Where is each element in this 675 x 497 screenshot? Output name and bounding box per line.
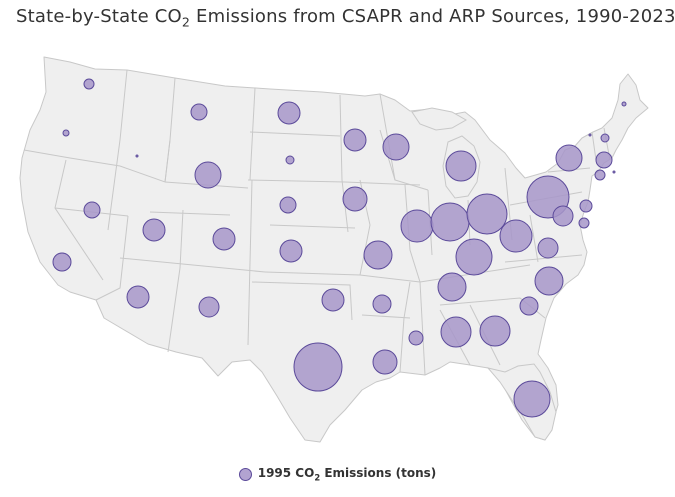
border-line	[591, 131, 597, 161]
bubble-ga[interactable]	[479, 315, 511, 347]
bubble-me[interactable]	[621, 101, 627, 107]
bubble-ct[interactable]	[594, 169, 606, 181]
bubble-id[interactable]	[135, 154, 139, 158]
bubble-nd[interactable]	[277, 101, 301, 125]
bubble-ms[interactable]	[408, 330, 424, 346]
bubble-wv[interactable]	[499, 219, 533, 253]
bubble-layer	[52, 78, 627, 418]
bubble-md[interactable]	[552, 205, 574, 227]
bubble-nm[interactable]	[198, 296, 220, 318]
border-line	[247, 179, 346, 183]
border-line	[247, 179, 253, 346]
border-line	[359, 274, 421, 283]
bubble-al[interactable]	[440, 316, 472, 348]
bubble-mt[interactable]	[190, 103, 208, 121]
legend-bubble-icon	[238, 467, 252, 481]
bubble-oh[interactable]	[466, 193, 508, 235]
bubble-va[interactable]	[537, 237, 559, 259]
bubble-sd[interactable]	[285, 155, 295, 165]
bubble-mn[interactable]	[343, 128, 367, 152]
bubble-la[interactable]	[372, 349, 398, 375]
border-line	[269, 224, 356, 229]
border-line	[167, 267, 181, 353]
border-line	[119, 257, 266, 273]
bubble-ia[interactable]	[342, 186, 368, 212]
map-area	[0, 40, 675, 460]
upper-michigan-outline	[411, 107, 468, 131]
bubble-vt[interactable]	[588, 133, 592, 137]
border-line	[379, 93, 429, 191]
border-line	[529, 214, 539, 263]
title-suffix: Emissions from CSAPR and ARP Sources, 19…	[190, 6, 675, 27]
bubble-ri[interactable]	[612, 170, 616, 174]
bubble-tn[interactable]	[437, 272, 467, 302]
border-line	[23, 149, 121, 167]
bubble-az[interactable]	[126, 285, 150, 309]
bubble-ok[interactable]	[321, 288, 345, 312]
us-map-svg	[19, 56, 649, 443]
title-prefix: State-by-State CO	[16, 6, 182, 27]
legend[interactable]: 1995 CO2 Emissions (tons)	[0, 464, 675, 484]
bubble-il[interactable]	[400, 209, 434, 243]
bubble-ca[interactable]	[52, 252, 72, 272]
border-line	[95, 215, 129, 301]
border-line	[149, 211, 231, 216]
border-line	[107, 69, 128, 231]
bubble-co[interactable]	[212, 227, 236, 251]
bubble-ar[interactable]	[372, 294, 392, 314]
legend-label: 1995 CO2 Emissions (tons)	[258, 466, 437, 482]
title-subscript: 2	[181, 14, 191, 30]
legend-subscript: 2	[314, 472, 321, 483]
bubble-wa[interactable]	[83, 78, 95, 90]
legend-suffix: Emissions (tons)	[320, 465, 437, 480]
border-line	[344, 181, 421, 186]
bubble-ks[interactable]	[279, 239, 303, 263]
border-line	[251, 281, 353, 321]
bubble-ma[interactable]	[595, 151, 613, 169]
bubble-ky[interactable]	[455, 238, 493, 276]
bubble-nc[interactable]	[534, 266, 564, 296]
border-line	[361, 314, 411, 319]
bubble-in[interactable]	[430, 202, 470, 242]
bubble-mi[interactable]	[445, 150, 477, 182]
bubble-mo[interactable]	[363, 240, 393, 270]
bubble-nj[interactable]	[578, 217, 590, 229]
border-line	[179, 209, 184, 269]
bubble-ne[interactable]	[279, 196, 297, 214]
legend-prefix: 1995 CO	[257, 465, 315, 480]
bubble-tx[interactable]	[293, 342, 343, 392]
bubble-nh[interactable]	[600, 133, 610, 143]
border-line	[249, 87, 256, 181]
bubble-wi[interactable]	[382, 133, 410, 161]
bubble-ny[interactable]	[555, 144, 583, 172]
border-line	[419, 281, 426, 376]
bubble-sc[interactable]	[519, 296, 539, 316]
bubble-nv[interactable]	[83, 201, 101, 219]
bubble-wy[interactable]	[194, 161, 222, 189]
bubble-de[interactable]	[579, 199, 593, 213]
border-line	[504, 254, 583, 263]
map-title: State-by-State CO2 Emissions from CSAPR …	[16, 6, 675, 30]
border-line	[264, 271, 361, 276]
border-line	[339, 94, 349, 233]
border-line	[399, 281, 411, 373]
bubble-ut[interactable]	[142, 218, 166, 242]
border-line	[249, 131, 341, 137]
bubble-fl[interactable]	[513, 380, 551, 418]
border-line	[404, 184, 421, 283]
bubble-or[interactable]	[62, 129, 70, 137]
